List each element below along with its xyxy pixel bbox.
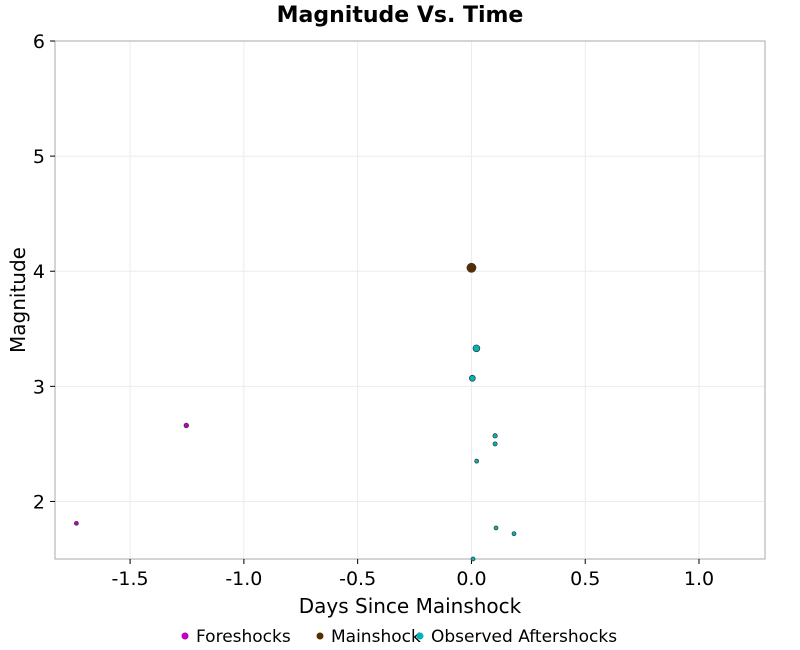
data-point (183, 422, 189, 429)
data-point (74, 520, 79, 526)
legend-marker (316, 632, 324, 640)
legend-label: Observed Aftershocks (431, 627, 617, 647)
data-point (469, 374, 476, 382)
plot-area (54, 40, 766, 560)
data-point (492, 441, 498, 447)
y-tick-label: 3 (33, 376, 45, 398)
x-tick-label: -1.5 (112, 568, 149, 590)
legend-label: Foreshocks (196, 627, 291, 647)
x-tick-label: -0.5 (339, 568, 376, 590)
data-point (474, 458, 480, 464)
data-point (511, 531, 517, 537)
y-tick-label: 4 (33, 261, 45, 283)
x-tick-label: 1.0 (684, 568, 714, 590)
x-axis-label: Days Since Mainshock (299, 594, 522, 618)
data-point (472, 344, 481, 353)
y-tick-label: 5 (33, 146, 45, 168)
x-tick-label: 0.5 (570, 568, 600, 590)
x-tick-label: 0.0 (456, 568, 486, 590)
chart-title: Magnitude Vs. Time (277, 3, 524, 28)
x-tick-label: -1.0 (225, 568, 262, 590)
legend-label: Mainshock (331, 627, 421, 647)
data-point (470, 556, 476, 562)
legend-marker (416, 632, 424, 640)
y-axis-label: Magnitude (6, 247, 30, 353)
data-point (493, 525, 499, 531)
data-point (466, 262, 477, 273)
data-point (492, 433, 498, 439)
legend-marker (181, 632, 189, 640)
y-tick-label: 6 (33, 31, 45, 53)
y-tick-label: 2 (33, 491, 45, 513)
